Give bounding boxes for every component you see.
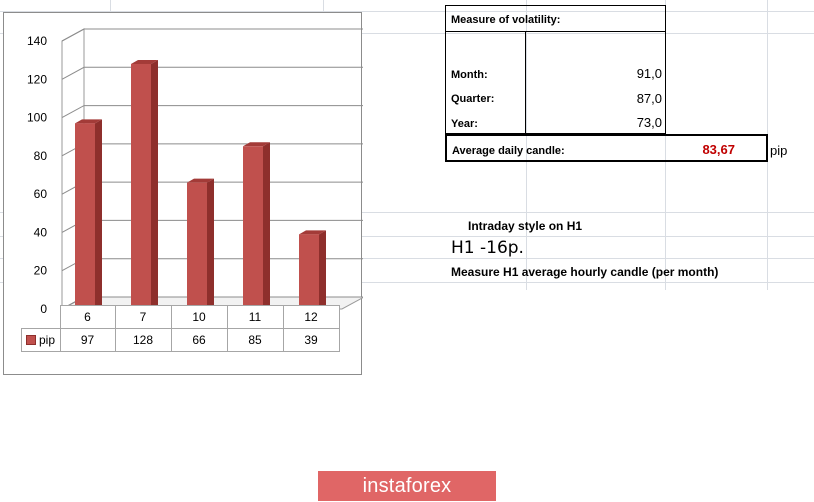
bar-top: [243, 142, 270, 147]
bar: [131, 63, 151, 309]
y-tick-label: 100: [27, 111, 47, 125]
bar: [187, 182, 207, 309]
average-value[interactable]: 83,67: [702, 142, 735, 157]
rows-border: [445, 31, 666, 134]
average-label: Average daily candle:: [452, 145, 565, 157]
y-gridline: [61, 28, 363, 42]
y-tick-label: 60: [34, 187, 48, 201]
y-tick-label: 80: [34, 149, 48, 163]
grid-line: [0, 212, 814, 213]
column-divider: [525, 31, 526, 134]
intraday-note: Measure H1 average hourly candle (per mo…: [451, 265, 719, 279]
category-label: 10: [170, 305, 228, 329]
bar-top: [187, 178, 214, 183]
bar-side: [207, 178, 214, 309]
grid-line: [665, 0, 666, 290]
y-tick-label: 20: [34, 264, 48, 278]
bar-side: [151, 59, 158, 309]
bar-side: [95, 119, 102, 309]
bar-top: [131, 59, 158, 64]
series-name: pip: [39, 333, 56, 347]
legend-entry: pip: [21, 328, 61, 352]
grid-line: [0, 236, 814, 237]
grid-line: [0, 11, 814, 12]
instaforex-logo: instaforex: [318, 471, 496, 501]
y-gridline: [61, 143, 363, 157]
intraday-value[interactable]: H1 -16p.: [451, 238, 524, 258]
bar: [75, 123, 95, 309]
average-cell-border: [445, 134, 768, 162]
y-tick-label: 140: [27, 34, 47, 48]
category-label: 12: [282, 305, 340, 329]
chart-data-table: 6 7 10 11 12 pip 97 128 66 85 39: [21, 305, 340, 352]
legend-key-icon: [26, 335, 36, 345]
grid-line: [526, 0, 527, 290]
table-corner: [22, 306, 61, 329]
y-tick-label: 120: [27, 72, 47, 86]
y-gridline: [61, 105, 363, 119]
bar: [243, 146, 263, 309]
bar-side: [319, 230, 326, 309]
category-label: 7: [114, 305, 172, 329]
intraday-title: Intraday style on H1: [468, 219, 583, 233]
value-cell: 85: [226, 328, 284, 352]
quarter-value[interactable]: 87,0: [636, 91, 662, 106]
bar-side: [263, 142, 270, 309]
volatility-header: Measure of volatility:: [451, 14, 561, 26]
bar: [299, 234, 319, 309]
quarter-label: Quarter:: [451, 93, 495, 105]
average-unit: pip: [770, 143, 788, 158]
month-label: Month:: [451, 69, 488, 81]
month-value[interactable]: 91,0: [636, 66, 662, 81]
bar-top: [75, 119, 102, 124]
grid-line: [0, 282, 814, 283]
category-label: 11: [226, 305, 284, 329]
grid-line: [0, 33, 814, 34]
year-value[interactable]: 73,0: [636, 115, 662, 130]
value-cell: 128: [114, 328, 172, 352]
bar-top: [299, 230, 326, 235]
y-tick-label: 40: [34, 225, 48, 239]
value-row: pip 97 128 66 85 39: [21, 328, 340, 352]
value-cell: 66: [170, 328, 228, 352]
category-row: 6 7 10 11 12: [22, 305, 340, 329]
year-label: Year:: [451, 118, 478, 130]
value-cell: 39: [282, 328, 340, 352]
y-tick-label: 0: [40, 302, 47, 316]
grid-line: [0, 258, 814, 259]
value-cell: 97: [59, 328, 116, 352]
category-label: 6: [59, 305, 116, 329]
y-gridline: [61, 66, 363, 80]
